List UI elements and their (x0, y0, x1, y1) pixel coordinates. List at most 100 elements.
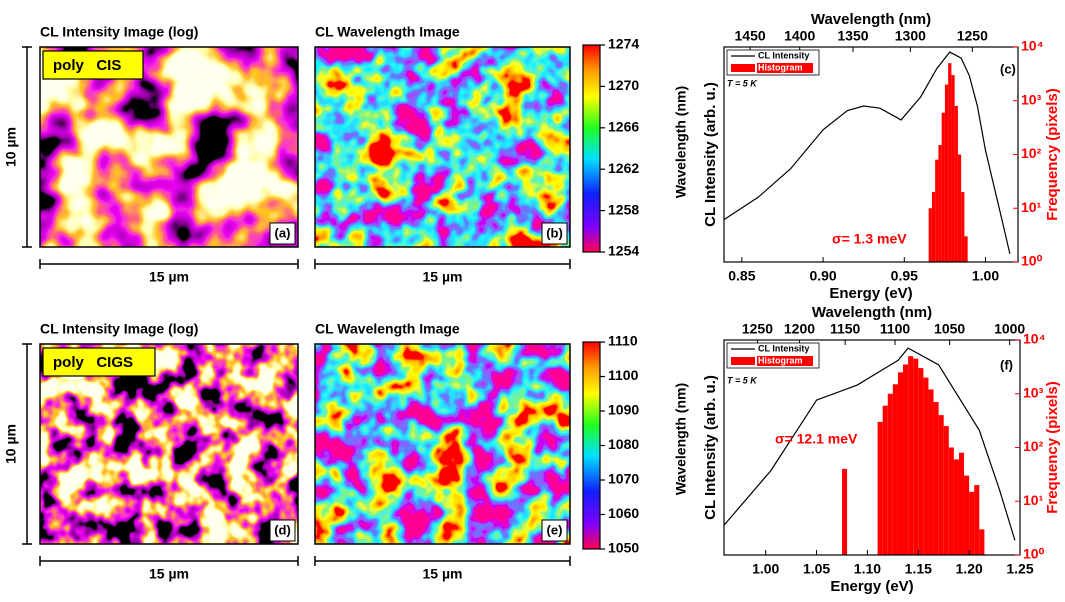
histogram-bar (928, 208, 932, 262)
y2-axis-title: Frequency (pixels) (1044, 381, 1061, 514)
x2-axis-title: Wavelength (nm) (812, 304, 932, 321)
spectrum-line (723, 51, 1011, 254)
colorbar-tick-label: 1262 (608, 160, 639, 176)
histogram-bar (941, 112, 945, 262)
histogram-bar (969, 491, 975, 555)
panel-letter: (e) (547, 522, 563, 537)
legend-label: CL Intensity (758, 343, 809, 353)
panel-title: CL Wavelength Image (315, 24, 460, 40)
histogram-bar (877, 421, 883, 555)
histogram-bar (951, 75, 955, 262)
x-axis-title: Energy (eV) (830, 578, 913, 595)
annotation: σ= 1.3 meV (832, 231, 907, 247)
x2-tick-label: 1250 (957, 28, 988, 44)
histogram-bar (897, 372, 904, 555)
colorbar-label: Wavelength (nm) (673, 383, 689, 495)
y-axis-title: CL Intensity (arb. u.) (702, 375, 719, 520)
colorbar (582, 44, 601, 253)
sample-label: poly CIGS (53, 354, 133, 371)
y2-tick-label: 10⁰ (1023, 546, 1045, 562)
x-tick-label: 1.20 (956, 561, 983, 577)
x2-tick-label: 1350 (837, 28, 868, 44)
y2-tick-label: 10¹ (1021, 199, 1042, 215)
histogram-bar (908, 356, 914, 555)
colorbar (582, 341, 601, 550)
colorbar-tick-label: 1070 (608, 471, 639, 487)
image-border (314, 46, 571, 248)
histogram-bar (928, 389, 934, 555)
sample-label-box (42, 50, 144, 80)
histogram-bar (938, 415, 944, 555)
intensity-image (39, 343, 299, 545)
legend-label: Histogram (758, 62, 803, 72)
histogram-bar (954, 105, 958, 262)
wavelength-image (315, 47, 570, 247)
colorbar-tick-label: 1060 (608, 505, 639, 521)
y2-axis-title: Frequency (pixels) (1044, 88, 1061, 221)
histogram-bar (882, 405, 888, 555)
panel-letter-box (541, 519, 568, 542)
y2-tick-label: 10⁰ (1021, 253, 1043, 269)
sample-label: poly CIS (53, 57, 121, 74)
histogram-bar (903, 364, 909, 555)
histogram-bar (948, 63, 952, 263)
legend-label-bg (757, 356, 813, 366)
x-tick-label: 1.05 (803, 561, 830, 577)
x-tick-label: 1.15 (905, 561, 932, 577)
panel-letter-box (269, 222, 296, 245)
panel-letter: (b) (546, 225, 563, 240)
annotation: T = 5 K (727, 78, 758, 88)
x2-tick-label: 1300 (895, 28, 926, 44)
scale-label: 15 µm (423, 566, 463, 582)
spectrum-line (723, 347, 1016, 541)
histogram-bar (841, 468, 848, 555)
colorbar-tick-label: 1100 (608, 367, 639, 383)
legend-label-bg (757, 63, 813, 73)
panel-letter-box (541, 222, 568, 245)
histogram-bar (979, 529, 985, 555)
legend-swatch (731, 64, 755, 72)
histogram-bar (931, 192, 936, 262)
colorbar-tick-label: 1110 (608, 333, 638, 349)
panel-letter: (a) (275, 225, 291, 240)
y2-tick-label: 10² (1023, 438, 1044, 454)
histogram-bar (887, 393, 893, 555)
x2-tick-label: 1200 (784, 321, 815, 337)
annotation: (c) (1000, 61, 1016, 76)
x2-tick-label: 1100 (880, 321, 911, 337)
y-axis-title: CL Intensity (arb. u.) (702, 82, 719, 227)
image-border (39, 343, 299, 545)
scale-label: 15 µm (423, 269, 463, 285)
x-tick-label: 1.10 (854, 561, 881, 577)
x2-tick-label: 1050 (934, 321, 965, 337)
x-axis-title: Energy (eV) (829, 285, 912, 302)
x-tick-label: 1.25 (1006, 561, 1033, 577)
scale-label: 10 µm (3, 424, 19, 464)
histogram-bar (964, 236, 968, 262)
colorbar-tick-label: 1258 (608, 201, 639, 217)
histogram-bar (953, 459, 959, 555)
histogram-bar (892, 384, 898, 555)
histogram-bar (961, 192, 965, 262)
colorbar-tick-label: 1090 (608, 402, 639, 418)
colorbar-tick-label: 1254 (608, 243, 639, 259)
histogram-bar (974, 485, 980, 555)
histogram-bar (943, 426, 949, 555)
y2-tick-label: 10³ (1021, 91, 1042, 107)
y2-tick-label: 10² (1021, 145, 1042, 161)
colorbar-tick-label: 1270 (608, 77, 639, 93)
legend-label: CL Intensity (758, 50, 809, 60)
histogram-bar (958, 452, 965, 555)
scale-label: 10 µm (3, 127, 19, 167)
legend-swatch (731, 357, 755, 365)
histogram-bar (944, 84, 949, 262)
y2-tick-label: 10¹ (1023, 492, 1044, 508)
y2-tick-label: 10⁴ (1021, 38, 1044, 54)
histogram-bar (938, 145, 942, 262)
histogram-bar (948, 447, 954, 555)
x2-tick-label: 1000 (994, 321, 1025, 337)
wavelength-image (315, 344, 570, 544)
y2-tick-label: 10³ (1023, 384, 1044, 400)
colorbar-tick-label: 1080 (608, 436, 639, 452)
